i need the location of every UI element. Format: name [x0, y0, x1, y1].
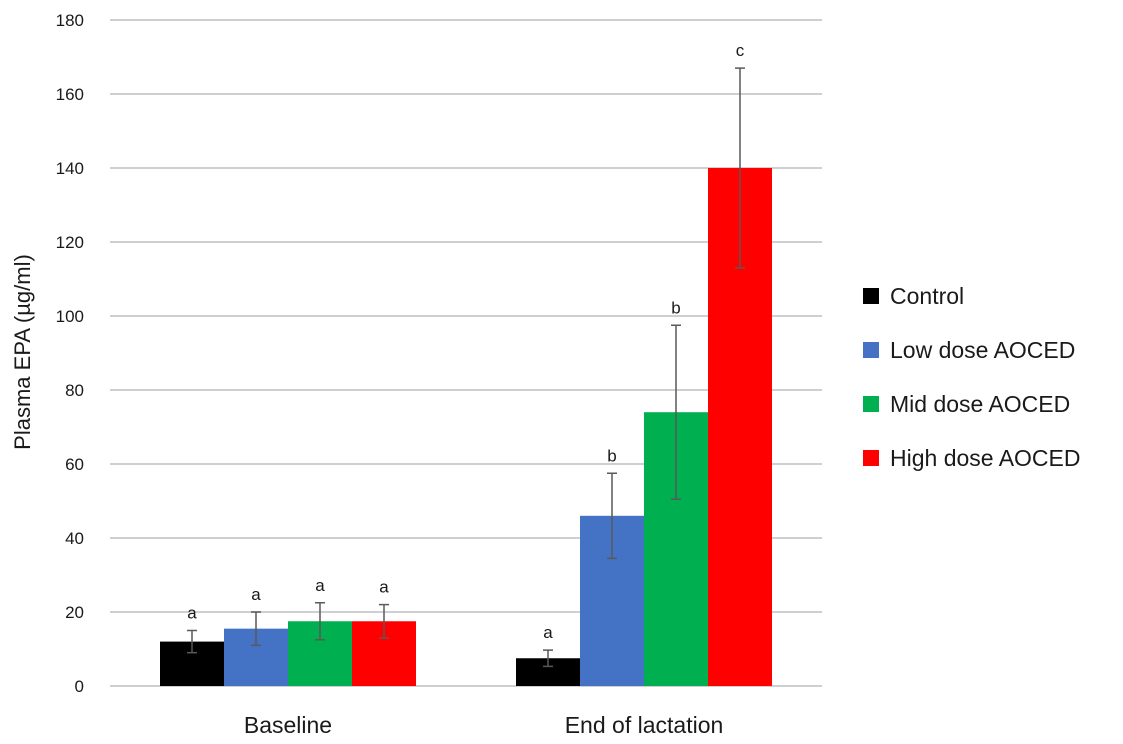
y-tick-label: 100 [56, 307, 84, 326]
legend-item: High dose AOCED [863, 445, 1080, 471]
category-label: Baseline [244, 712, 332, 738]
legend-label: Mid dose AOCED [890, 391, 1070, 417]
category-label: End of lactation [565, 712, 724, 738]
y-axis-title: Plasma EPA (µg/ml) [10, 254, 35, 450]
legend-swatch [863, 342, 879, 358]
legend-swatch [863, 396, 879, 412]
significance-label: a [379, 578, 389, 597]
y-tick-label: 140 [56, 159, 84, 178]
significance-label: b [607, 446, 616, 465]
legend: Control Low dose AOCED Mid dose AOCED High … [863, 283, 1080, 471]
y-tick-label: 120 [56, 233, 84, 252]
significance-label: a [315, 576, 325, 595]
legend-item: Low dose AOCED [863, 337, 1075, 363]
y-tick-label: 160 [56, 85, 84, 104]
y-tick-label: 60 [65, 455, 84, 474]
significance-label: c [736, 41, 745, 60]
y-tick-label: 40 [65, 529, 84, 548]
significance-label: a [543, 623, 553, 642]
legend-label: Control [890, 283, 964, 309]
significance-label: b [671, 298, 680, 317]
legend-swatch [863, 288, 879, 304]
bars [160, 168, 772, 686]
significance-label: a [187, 604, 197, 623]
y-tick-label: 180 [56, 11, 84, 30]
legend-item: Mid dose AOCED [863, 391, 1070, 417]
significance-labels: a a a a a b b c [187, 41, 744, 642]
significance-label: a [251, 585, 261, 604]
legend-swatch [863, 450, 879, 466]
y-axis-ticks: 0 20 40 60 80 100 120 140 160 180 [56, 11, 84, 696]
x-axis-categories: Baseline End of lactation [244, 712, 723, 738]
legend-item: Control [863, 283, 964, 309]
error-bars [187, 67, 745, 668]
legend-label: High dose AOCED [890, 445, 1080, 471]
y-tick-label: 80 [65, 381, 84, 400]
gridlines [110, 19, 822, 687]
legend-label: Low dose AOCED [890, 337, 1075, 363]
y-tick-label: 20 [65, 603, 84, 622]
y-tick-label: 0 [75, 677, 84, 696]
